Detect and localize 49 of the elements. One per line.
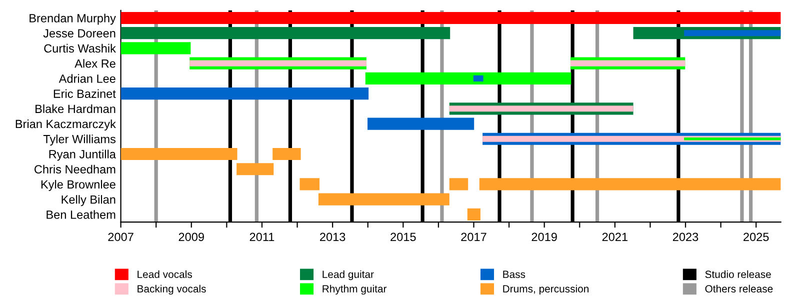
x-tick-label: 2023 <box>672 232 698 242</box>
legend-label: Backing vocals <box>138 284 206 295</box>
bar <box>120 88 369 100</box>
y-tick-label: Blake Hardman <box>36 104 116 114</box>
bar <box>449 178 468 190</box>
x-tick-label: 2025 <box>744 232 769 242</box>
bar <box>272 148 301 160</box>
y-tick-label: Tyler Williams <box>43 134 116 146</box>
legend-label: Drums, percussion <box>503 284 588 295</box>
x-tick-label: 2019 <box>532 232 557 242</box>
bar <box>190 60 366 66</box>
bar <box>120 12 781 24</box>
y-tick-label: Ben Leathem <box>46 210 116 219</box>
y-tick-label: Adrian Lee <box>58 74 116 83</box>
bar <box>570 60 686 66</box>
y-tick-label: Brendan Murphy <box>30 14 116 25</box>
y-tick-label: Jesse Doreen <box>43 29 116 38</box>
bar <box>236 163 274 176</box>
y-tick-label: Alex Re <box>74 59 116 68</box>
bar <box>300 178 320 190</box>
legend-label: Studio release <box>705 270 771 278</box>
bar <box>120 148 238 160</box>
y-tick-label: Kelly Bilan <box>62 195 116 206</box>
bar <box>365 72 572 84</box>
bar <box>318 193 450 206</box>
legend-label: Lead guitar <box>322 270 374 280</box>
x-tick-label: 2021 <box>602 232 628 242</box>
legend-label: Rhythm guitar <box>322 284 387 295</box>
y-tick-label: Ryan Juntilla <box>49 150 116 161</box>
legend-label: Others release <box>705 284 773 292</box>
bar <box>449 106 634 112</box>
y-tick-label: Curtis Washik <box>44 44 116 53</box>
x-tick-label: 2011 <box>250 232 274 242</box>
x-tick-label: 2013 <box>320 232 346 242</box>
y-tick-label: Brian Kaczmarczyk <box>16 120 116 131</box>
x-tick-label: 2015 <box>390 232 416 242</box>
x-tick-label: 2009 <box>178 232 204 242</box>
bar <box>120 42 191 54</box>
bar <box>467 208 480 220</box>
bar <box>120 27 450 40</box>
legend-label: Bass <box>503 270 526 278</box>
legend-label: Lead vocals <box>138 270 192 278</box>
bar <box>479 178 781 190</box>
y-tick-label: Chris Needham <box>34 164 116 174</box>
x-tick-label: 2017 <box>461 232 486 242</box>
y-tick-label: Kyle Brownlee <box>41 180 116 191</box>
bar <box>368 118 474 130</box>
x-tick-label: 2007 <box>108 232 134 242</box>
y-tick-label: Eric Bazinet <box>54 89 116 98</box>
